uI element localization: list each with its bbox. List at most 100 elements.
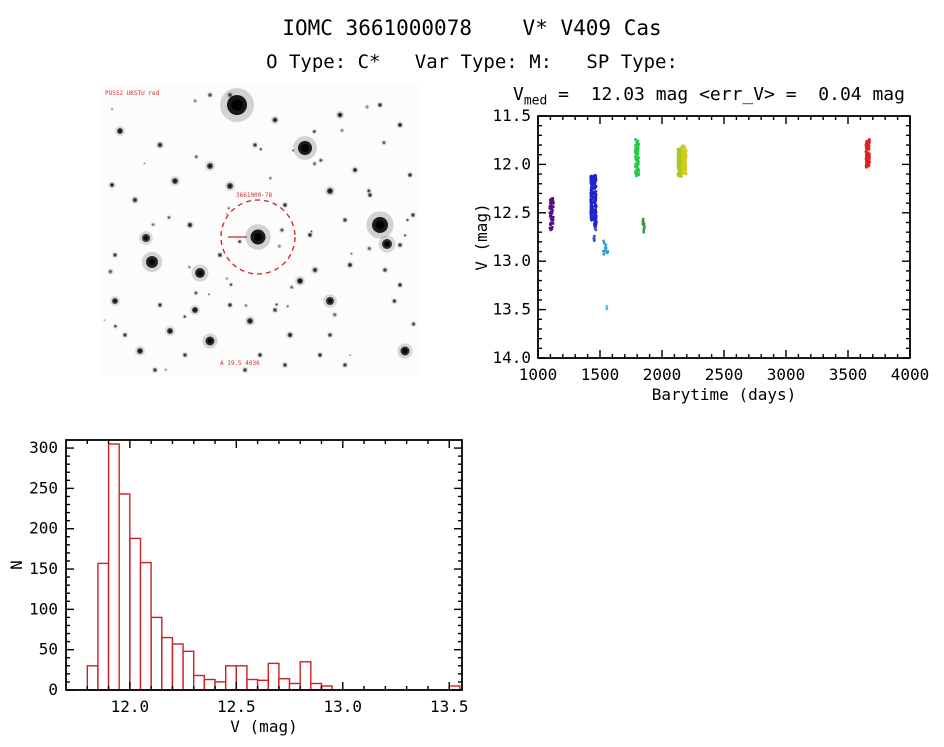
star (277, 244, 282, 249)
star-core (208, 93, 212, 97)
fc-annotation-top: POSS2 UKSTU red (105, 90, 160, 97)
star-halo (110, 107, 114, 111)
star-core (158, 143, 162, 147)
lc-data-point (549, 227, 553, 231)
lc-data-point (867, 144, 871, 148)
star-core (375, 220, 385, 230)
star-core (243, 368, 247, 372)
star-core (110, 183, 114, 187)
lc-data-point (594, 190, 598, 193)
star-halo (102, 318, 106, 322)
star-core (207, 338, 213, 344)
star (194, 291, 198, 295)
star-core (153, 368, 157, 372)
lc-data-point (593, 182, 596, 186)
histogram-bar (224, 665, 237, 691)
lc-data-point (589, 203, 593, 207)
star-core (103, 319, 105, 321)
lc-data-point (864, 146, 868, 150)
lc-data-point (641, 217, 645, 221)
star (188, 265, 191, 269)
lc-data-point (682, 170, 686, 174)
lc-data-point (634, 165, 638, 168)
lc-data-point (642, 222, 646, 226)
page-title: IOMC 3661000078 V* V409 Cas (282, 16, 662, 40)
lc-x-tick-label: 1500 (581, 365, 620, 384)
star-halo (226, 205, 232, 211)
lc-data-point (548, 201, 552, 205)
lc-data-point (642, 230, 646, 234)
lc-data-point (550, 206, 554, 210)
histogram-bar (161, 636, 174, 691)
star-core (226, 213, 228, 215)
lc-data-point (603, 249, 607, 253)
lc-data-point (681, 161, 685, 165)
lc-data-point (594, 203, 598, 207)
star-core (328, 333, 332, 337)
lc-data-point (549, 214, 553, 218)
lc-data-point (634, 174, 638, 178)
star-core (111, 108, 113, 110)
lc-data-point (592, 234, 596, 238)
histogram-bar (214, 681, 227, 691)
lc-data-point (603, 246, 607, 249)
star-halo (163, 367, 168, 372)
star (164, 368, 167, 371)
star-core (118, 129, 122, 133)
lc-data-point (549, 221, 553, 225)
star (111, 108, 113, 110)
lc-data-point (684, 162, 688, 166)
lc-data-point (606, 250, 610, 254)
star-core (113, 299, 117, 303)
star-halo (276, 243, 283, 250)
star-core (143, 235, 149, 241)
star-core (393, 299, 396, 303)
star-core (313, 268, 317, 272)
lc-x-tick-label: 2000 (643, 365, 682, 384)
lc-data-point (635, 171, 638, 175)
star-core (411, 213, 415, 217)
lc-data-point (549, 217, 553, 221)
lc-x-tick-label: 4000 (891, 365, 930, 384)
star-field (102, 88, 417, 374)
star (340, 128, 344, 133)
lc-data-point (590, 188, 594, 192)
lc-data-point (593, 192, 597, 196)
star-core (238, 240, 241, 243)
lc-data-point (589, 191, 593, 195)
star (225, 277, 229, 280)
star-core (273, 118, 277, 122)
hist-y-tick-label: 0 (48, 680, 58, 699)
lc-data-point (684, 168, 688, 172)
star-core (195, 155, 198, 158)
star-core (148, 258, 156, 266)
star (103, 319, 106, 321)
star-core (208, 293, 210, 295)
star-core (384, 241, 390, 247)
hist-y-axis-label: N (8, 560, 26, 570)
lc-data-point (549, 211, 553, 215)
star (227, 206, 231, 210)
star-core (245, 304, 247, 307)
hist-x-tick-label: 13.0 (324, 697, 363, 716)
histogram-bar (118, 493, 131, 691)
lc-data-point (636, 161, 639, 164)
histogram-bar (129, 537, 142, 691)
lightcurve-plot: 1000 1500 2000 2500 3000 3500 4000 11.5 12.0 12.5… (472, 106, 930, 404)
lc-data-point (684, 149, 688, 153)
lc-data-point (634, 152, 638, 156)
star-core (301, 144, 309, 152)
lc-data-point (680, 175, 683, 178)
histogram-bar (107, 443, 120, 691)
hist-y-tick-label: 250 (29, 478, 58, 497)
lc-data-point (636, 156, 640, 159)
lc-data-point (636, 148, 639, 152)
lc-data-point (594, 217, 598, 221)
histogram-bar (310, 682, 323, 691)
lc-y-tick-label: 11.5 (492, 106, 531, 125)
star (244, 304, 248, 307)
star (289, 285, 294, 289)
star-core (382, 141, 385, 144)
star-halo (380, 139, 387, 146)
lc-data-point (642, 226, 646, 230)
